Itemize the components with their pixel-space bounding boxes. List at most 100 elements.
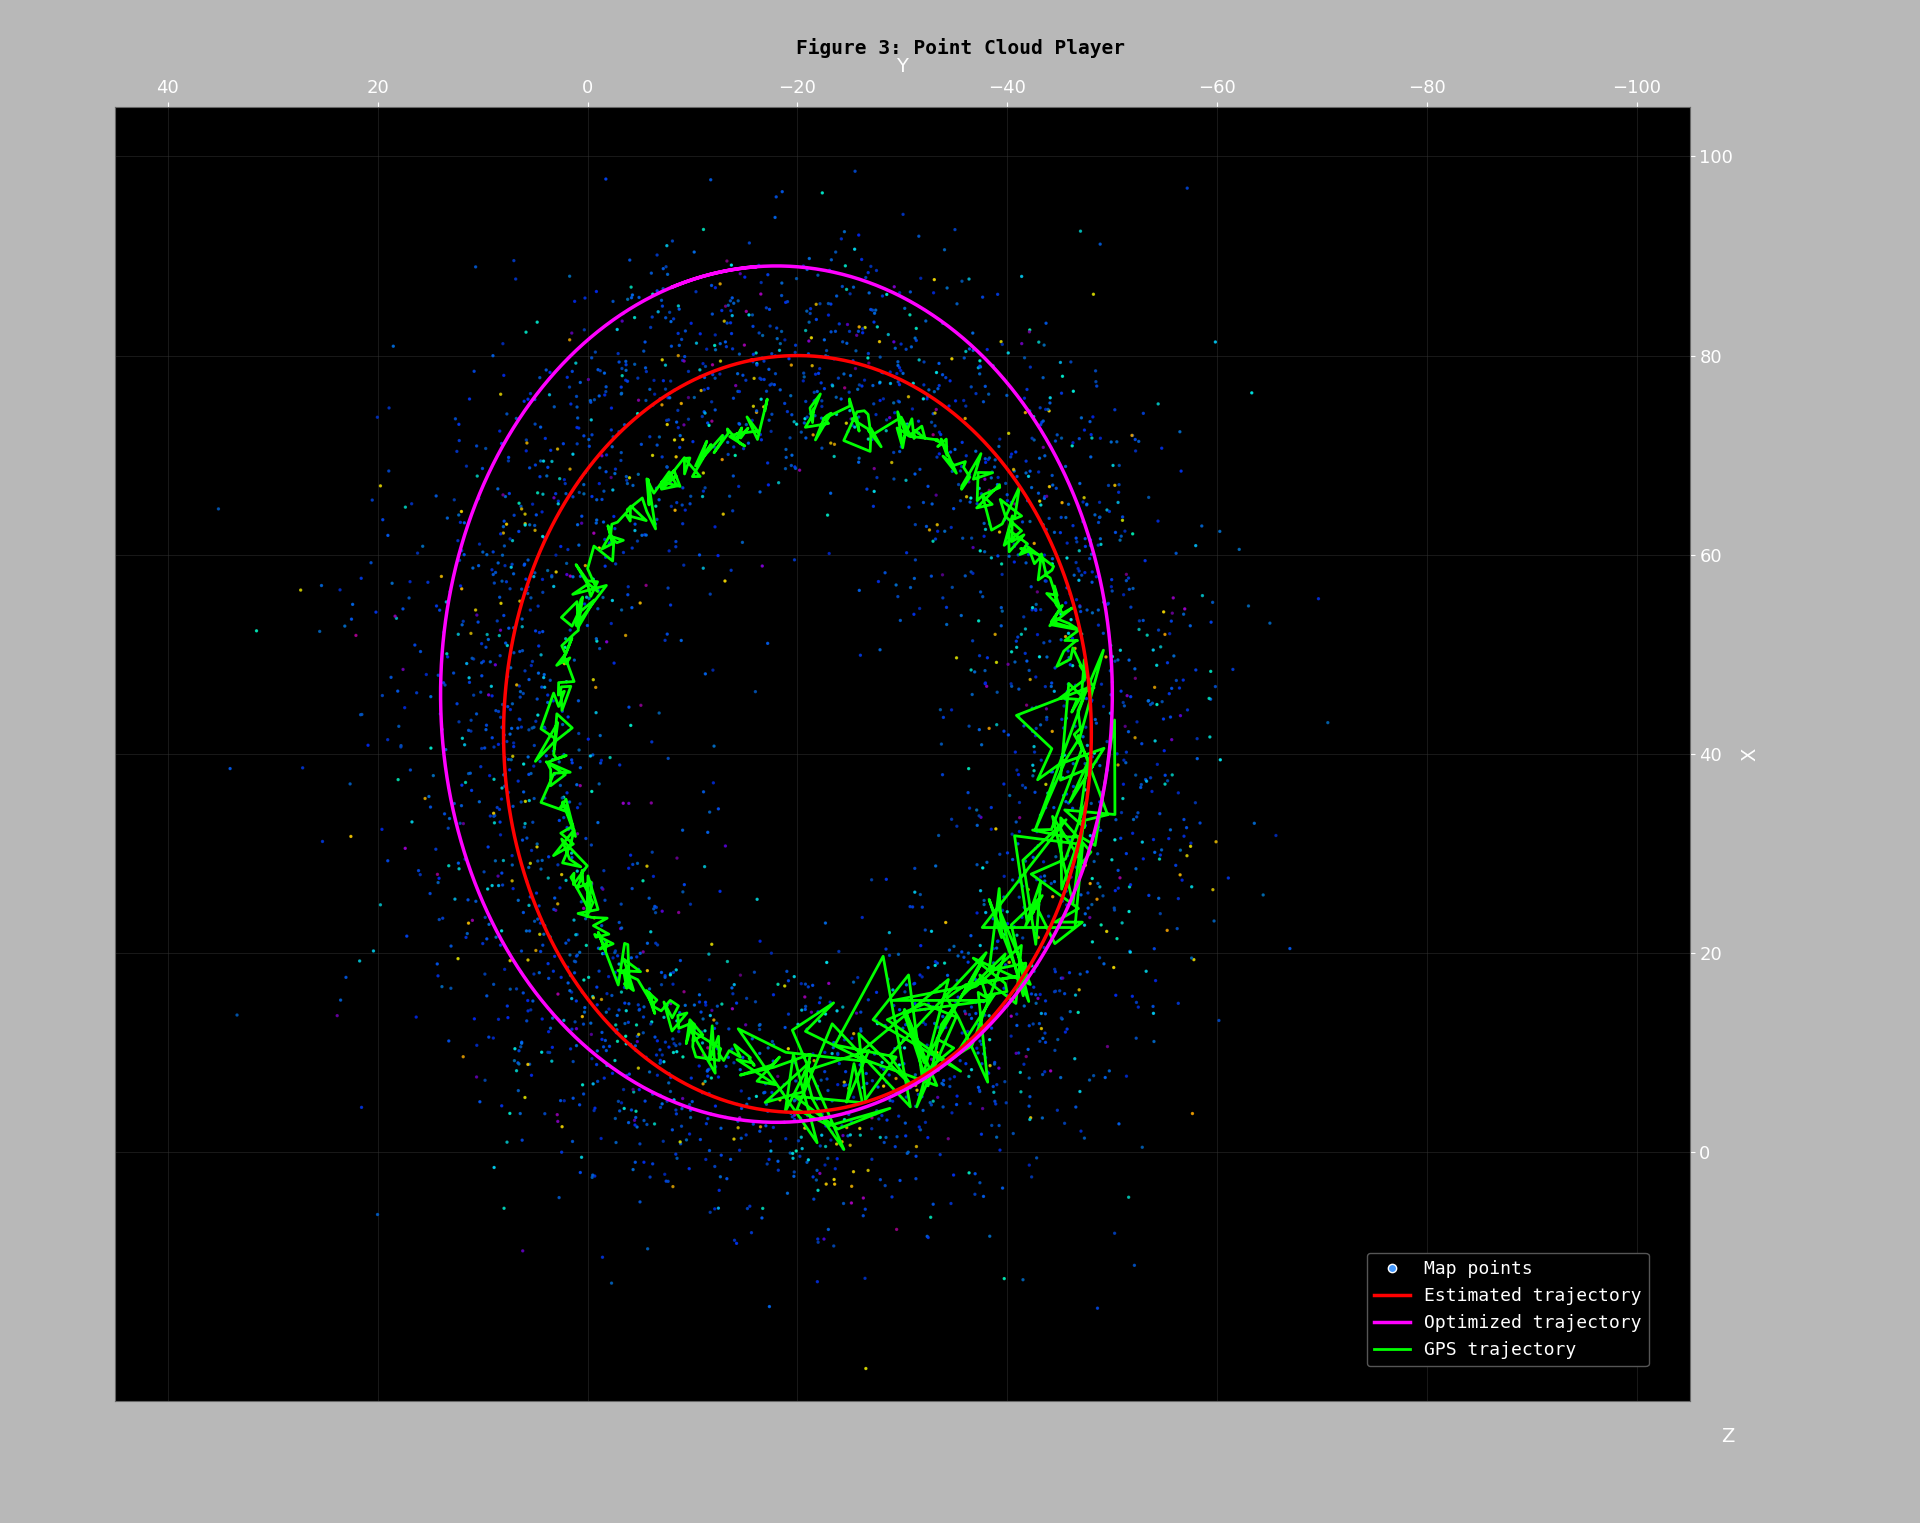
Point bbox=[534, 966, 564, 990]
Point bbox=[1064, 594, 1094, 618]
Point bbox=[440, 487, 470, 512]
Point bbox=[528, 580, 559, 605]
Point bbox=[937, 807, 968, 832]
Point bbox=[739, 366, 770, 390]
Point bbox=[1196, 611, 1227, 635]
Point bbox=[964, 1171, 995, 1196]
Point bbox=[753, 1036, 783, 1060]
Point bbox=[920, 527, 950, 551]
Point bbox=[509, 553, 540, 577]
Point bbox=[981, 1125, 1012, 1150]
Point bbox=[641, 507, 672, 532]
Point bbox=[396, 758, 426, 783]
Point bbox=[612, 369, 643, 393]
Point bbox=[693, 1057, 724, 1081]
Point bbox=[979, 973, 1010, 998]
Point bbox=[956, 682, 987, 707]
Point bbox=[367, 684, 397, 708]
Point bbox=[883, 370, 914, 394]
Point bbox=[1127, 731, 1158, 755]
Point bbox=[689, 854, 720, 879]
Point bbox=[1077, 560, 1108, 585]
Point bbox=[1029, 486, 1060, 510]
Point bbox=[662, 344, 693, 369]
Point bbox=[937, 698, 968, 722]
Point bbox=[981, 681, 1012, 705]
Point bbox=[912, 955, 943, 979]
Point bbox=[1162, 541, 1192, 565]
Point bbox=[530, 426, 561, 451]
Point bbox=[528, 449, 559, 474]
Point bbox=[995, 783, 1025, 807]
Point bbox=[526, 675, 557, 699]
Point bbox=[970, 1045, 1000, 1069]
Point bbox=[588, 1020, 618, 1045]
Optimized trajectory bbox=[764, 1113, 787, 1132]
Point bbox=[935, 369, 966, 393]
Point bbox=[1133, 883, 1164, 908]
Point bbox=[812, 503, 843, 527]
Point bbox=[653, 576, 684, 600]
Point bbox=[1027, 1063, 1058, 1087]
Point bbox=[445, 812, 476, 836]
Point bbox=[424, 867, 455, 891]
Point bbox=[1044, 521, 1075, 545]
Point bbox=[722, 361, 753, 385]
Point bbox=[407, 535, 438, 559]
Point bbox=[503, 673, 534, 698]
Point bbox=[422, 964, 453, 988]
Point bbox=[490, 762, 520, 786]
Point bbox=[826, 227, 856, 251]
Point bbox=[584, 637, 614, 661]
Point bbox=[885, 1080, 916, 1104]
Point bbox=[660, 958, 691, 982]
Point bbox=[1187, 513, 1217, 538]
Point bbox=[495, 554, 526, 579]
Point bbox=[824, 1023, 854, 1048]
Point bbox=[551, 781, 582, 806]
Point bbox=[789, 364, 820, 388]
Point bbox=[1068, 725, 1098, 749]
Point bbox=[557, 816, 588, 841]
Point bbox=[924, 420, 954, 445]
Point bbox=[902, 1078, 933, 1103]
Point bbox=[551, 626, 582, 650]
Point bbox=[557, 1017, 588, 1042]
Point bbox=[346, 702, 376, 726]
Point bbox=[559, 647, 589, 672]
Point bbox=[413, 784, 444, 809]
Point bbox=[927, 705, 958, 730]
Point bbox=[1098, 454, 1129, 478]
Point bbox=[962, 1040, 993, 1065]
Point bbox=[536, 564, 566, 588]
Point bbox=[1165, 458, 1196, 483]
Point bbox=[1104, 454, 1135, 478]
Point bbox=[872, 1107, 902, 1132]
Point bbox=[1096, 634, 1127, 658]
Point bbox=[582, 1069, 612, 1094]
Point bbox=[555, 1037, 586, 1062]
Point bbox=[1169, 824, 1200, 848]
Point bbox=[1087, 780, 1117, 804]
Point bbox=[553, 928, 584, 952]
GPS trajectory bbox=[948, 1062, 972, 1080]
Point bbox=[979, 1080, 1010, 1104]
Point bbox=[1108, 772, 1139, 797]
Point bbox=[1008, 538, 1039, 562]
Point bbox=[781, 1139, 812, 1164]
Point bbox=[1198, 591, 1229, 615]
Point bbox=[1018, 975, 1048, 999]
Point bbox=[766, 1080, 797, 1104]
Point bbox=[803, 1231, 833, 1255]
Point bbox=[432, 816, 463, 841]
Point bbox=[444, 710, 474, 734]
Point bbox=[732, 299, 762, 323]
Point bbox=[603, 1089, 634, 1113]
Point bbox=[874, 405, 904, 429]
Point bbox=[1054, 582, 1085, 606]
Point bbox=[591, 1054, 622, 1078]
Point bbox=[1039, 521, 1069, 545]
Point bbox=[835, 282, 866, 306]
Point bbox=[628, 995, 659, 1019]
Point bbox=[726, 1057, 756, 1081]
